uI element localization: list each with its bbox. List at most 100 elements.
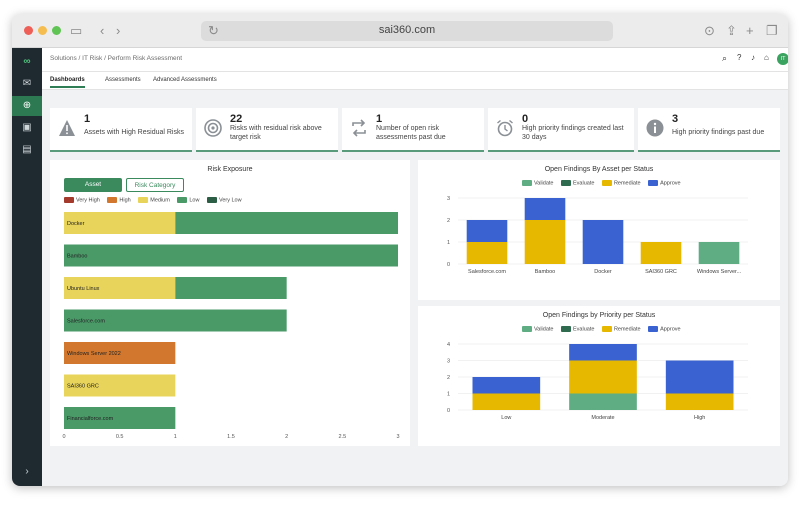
warning-icon xyxy=(59,120,75,136)
app-sidebar: ∞ ✉ ⊕ ▣ ▤ › xyxy=(12,48,42,486)
legend-item[interactable]: Remediate xyxy=(601,326,641,332)
legend-item[interactable]: Very High xyxy=(64,197,100,203)
kpi-card-high-priority-past-due[interactable]: 3 High priority findings past due xyxy=(638,108,780,152)
legend-item[interactable]: Validate xyxy=(522,326,553,332)
tab-advanced-assessments[interactable]: Advanced Assessments xyxy=(153,77,217,83)
reload-icon[interactable]: ↻ xyxy=(208,23,219,38)
home-icon[interactable]: ⌂ xyxy=(764,53,769,62)
legend-item[interactable]: Medium xyxy=(138,197,170,203)
breadcrumb[interactable]: Solutions / IT Risk / Perform Risk Asses… xyxy=(50,55,183,62)
bar-segment xyxy=(64,342,176,364)
bar-segment xyxy=(64,309,287,332)
forward-icon[interactable]: › xyxy=(116,23,121,38)
legend-item[interactable]: Evaluate xyxy=(561,326,594,332)
bar-segment xyxy=(569,344,637,361)
sidebar-inbox-icon[interactable]: ✉ xyxy=(22,78,32,89)
browser-toolbar: ▭ ‹ › ↻ sai360.com ⊙ ⇪ + ❐ xyxy=(12,14,788,48)
bar-segment xyxy=(64,407,176,429)
x-tick-label: 3 xyxy=(396,434,399,440)
legend-swatch xyxy=(206,197,217,203)
findings-by-asset-card: Open Findings By Asset per Status Valida… xyxy=(418,160,780,300)
minimize-window-button[interactable] xyxy=(38,26,47,35)
kpi-card-high-residual[interactable]: 1 Assets with High Residual Risks xyxy=(50,108,192,152)
legend-label: Validate xyxy=(534,180,554,187)
legend-label: Validate xyxy=(534,326,554,333)
bar-segment xyxy=(569,393,637,410)
x-tick-label: Low xyxy=(501,415,511,421)
legend-item[interactable]: Approve xyxy=(648,180,681,186)
kpi-label: Assets with High Residual Risks xyxy=(84,129,184,136)
bell-icon[interactable]: ♪ xyxy=(751,53,755,62)
download-icon[interactable]: ⊙ xyxy=(704,23,715,38)
url-text: sai360.com xyxy=(378,24,436,36)
search-icon[interactable]: ⌕ xyxy=(722,53,728,63)
sidebar-expand-icon[interactable]: › xyxy=(25,466,29,477)
bar-category-label: Windows Server 2022 xyxy=(67,351,121,357)
bar-segment xyxy=(472,393,541,410)
tab-overview-icon[interactable]: ❐ xyxy=(766,23,778,38)
help-icon[interactable]: ? xyxy=(737,53,742,62)
legend-label: Very High xyxy=(76,197,100,204)
sidebar-reports-icon[interactable]: ▤ xyxy=(22,144,32,155)
kpi-value: 3 xyxy=(672,113,679,125)
kpi-card-past-due-assessments[interactable]: 1 Number of open risk assessments past d… xyxy=(342,108,484,152)
legend-swatch xyxy=(177,197,188,203)
legend-swatch xyxy=(561,180,571,186)
kpi-label: Number of open risk assessments past due xyxy=(376,125,446,141)
bar-segment xyxy=(175,212,398,234)
bar-segment xyxy=(472,377,541,394)
address-bar[interactable]: ↻ sai360.com xyxy=(201,21,613,41)
sidebar-briefcase-icon[interactable]: ▣ xyxy=(22,122,32,133)
legend-item[interactable]: High xyxy=(107,197,131,203)
tab-assessments[interactable]: Assessments xyxy=(105,77,141,83)
info-icon xyxy=(646,119,664,137)
bar-segment xyxy=(524,220,566,264)
y-tick-label: 1 xyxy=(447,392,450,398)
x-tick-label: Salesforce.com xyxy=(468,269,506,275)
new-tab-icon[interactable]: + xyxy=(746,23,754,38)
bar-category-label: SAI360 GRC xyxy=(67,384,99,390)
bar-category-label: Ubuntu Linux xyxy=(67,286,100,292)
legend-label: Approve xyxy=(660,180,681,187)
legend-item[interactable]: Evaluate xyxy=(561,180,594,186)
app-logo-icon[interactable]: ∞ xyxy=(23,56,31,67)
findings-by-priority-card: Open Findings by Priority per Status Val… xyxy=(418,306,780,446)
bar-segment xyxy=(569,360,637,394)
bar-segment xyxy=(64,374,176,397)
share-icon[interactable]: ⇪ xyxy=(726,23,737,38)
legend-swatch xyxy=(64,197,74,203)
legend-item[interactable]: Validate xyxy=(522,180,553,186)
bar-segment xyxy=(64,244,398,267)
kpi-label: High priority findings past due xyxy=(672,129,765,136)
risk-exposure-chart: Docker Bamboo Ubuntu Linux Salesforce.com Wi… xyxy=(62,212,400,440)
main-content: Solutions / IT Risk / Perform Risk Asses… xyxy=(42,48,788,486)
legend-swatch xyxy=(138,197,149,203)
close-window-button[interactable] xyxy=(24,26,33,35)
legend-item[interactable]: Low xyxy=(177,197,199,203)
kpi-card-residual-above-target[interactable]: 22 Risks with residual risk above target… xyxy=(196,108,338,152)
risk-category-toggle-button[interactable]: Risk Category xyxy=(126,178,184,192)
legend-swatch xyxy=(107,197,118,203)
sidebar-globe-icon[interactable]: ⊕ xyxy=(12,96,42,116)
risk-exposure-legend: Very High High Medium Low Very Low xyxy=(64,197,248,203)
bar-segment xyxy=(698,242,740,264)
bar-segment xyxy=(64,212,176,234)
app-header: Solutions / IT Risk / Perform Risk Asses… xyxy=(42,48,788,72)
avatar[interactable]: IT xyxy=(777,53,788,65)
maximize-window-button[interactable] xyxy=(52,26,61,35)
tab-dashboards[interactable]: Dashboards xyxy=(50,77,85,88)
kpi-card-high-priority-created[interactable]: 0 High priority findings created last 30… xyxy=(488,108,634,152)
x-tick-label: 1.5 xyxy=(227,434,235,440)
legend-item[interactable]: Very Low xyxy=(206,197,242,203)
legend-item[interactable]: Remediate xyxy=(601,180,641,186)
x-tick-label: Moderate xyxy=(591,415,614,421)
bar-category-label: Bamboo xyxy=(67,254,88,260)
back-icon[interactable]: ‹ xyxy=(100,23,105,38)
tab-bar: Dashboards Assessments Advanced Assessme… xyxy=(42,72,788,90)
asset-toggle-button[interactable]: Asset xyxy=(64,178,122,192)
y-tick-label: 3 xyxy=(447,196,450,202)
sidebar-toggle-icon[interactable]: ▭ xyxy=(70,23,83,38)
kpi-value: 22 xyxy=(230,113,243,125)
legend-item[interactable]: Approve xyxy=(648,326,681,332)
x-tick-label: Bamboo xyxy=(535,269,556,275)
